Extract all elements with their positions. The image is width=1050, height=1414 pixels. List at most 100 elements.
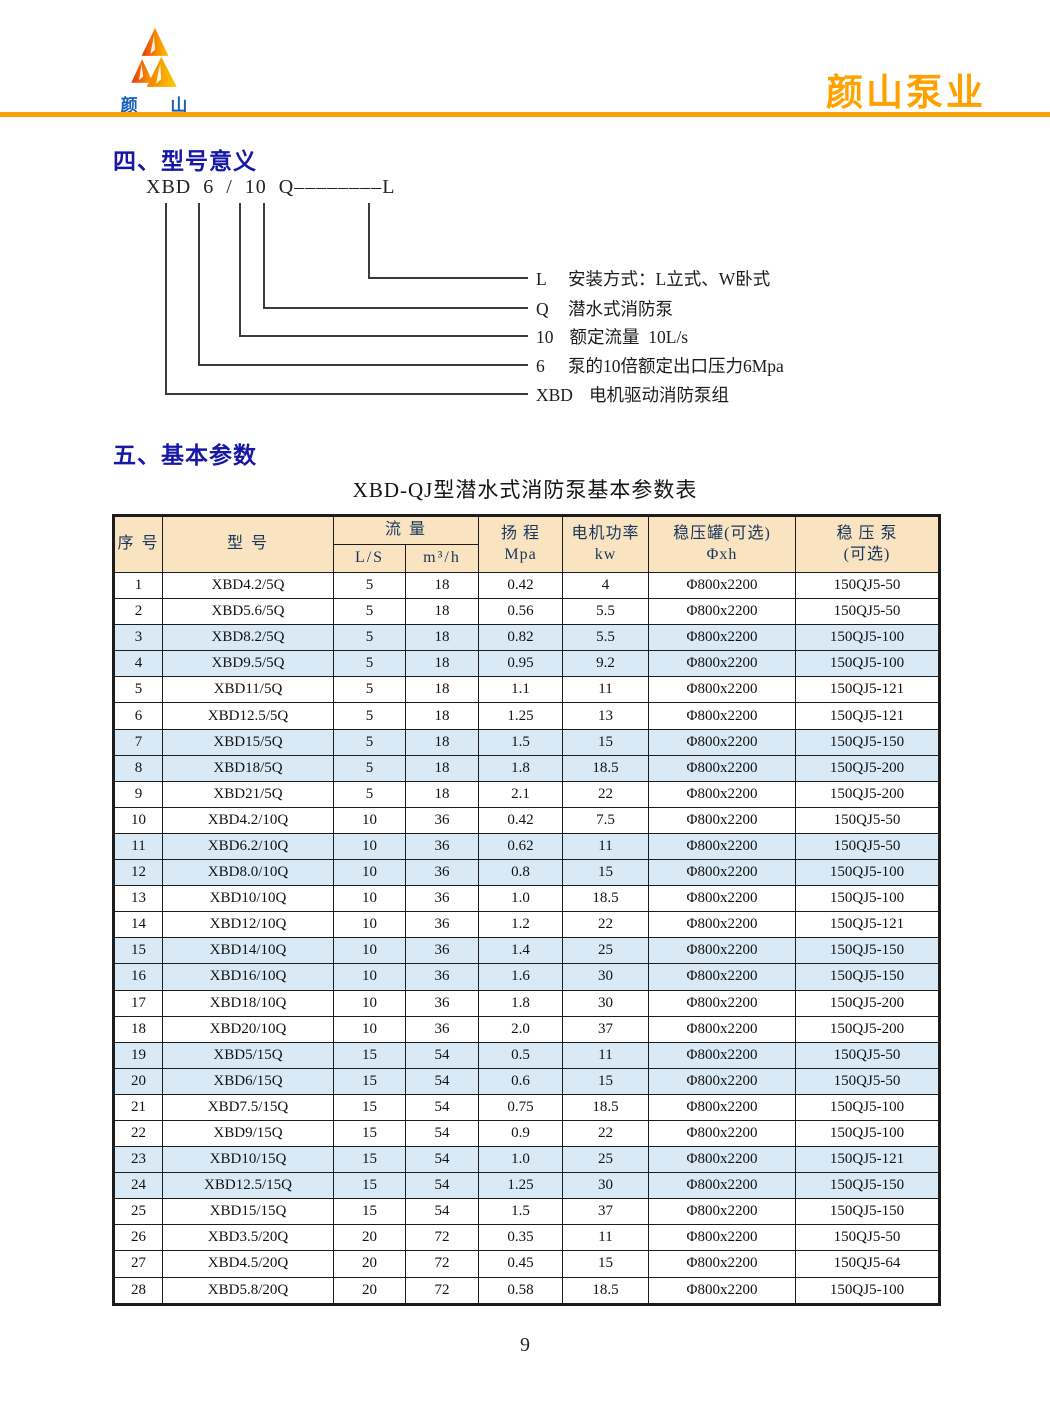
- table-cell-no: 10: [113, 806, 163, 834]
- col-header-power: 电机功率 kw: [562, 515, 650, 573]
- table-cell-m3h: 36: [404, 937, 480, 965]
- table-cell-no: 2: [113, 598, 163, 626]
- table-cell-tank: Φ800x2200: [648, 650, 797, 678]
- col-header-power-line2: kw: [594, 545, 617, 563]
- col-header-tank: 稳压罐(可选) Φxh: [648, 515, 797, 573]
- table-cell-m3h: 72: [404, 1276, 480, 1305]
- table-cell-mpa: 1.0: [478, 1146, 564, 1174]
- table-cell-mpa: 1.1: [478, 676, 564, 704]
- table-cell-m3h: 18: [404, 650, 480, 678]
- table-cell-ls: 10: [333, 1015, 406, 1043]
- table-cell-ls: 10: [333, 911, 406, 939]
- table-cell-mpa: 1.5: [478, 728, 564, 756]
- table-cell-tank: Φ800x2200: [648, 963, 797, 991]
- table-cell-tank: Φ800x2200: [648, 806, 797, 834]
- col-header-model: 型 号: [162, 515, 334, 573]
- table-cell-m3h: 18: [404, 780, 480, 808]
- table-cell-tank: Φ800x2200: [648, 911, 797, 939]
- table-cell-kw: 22: [562, 911, 650, 939]
- table-cell-no: 19: [113, 1041, 163, 1069]
- table-cell-pump: 150QJ5-50: [795, 571, 941, 600]
- table-cell-ls: 5: [333, 676, 406, 704]
- table-row: 19 XBD5/15Q 15 54 0.5 11 Φ800x2200 150QJ5-50: [113, 1041, 941, 1069]
- table-cell-ls: 15: [333, 1172, 406, 1200]
- table-row: 11 XBD6.2/10Q 10 36 0.62 11 Φ800x2200 150QJ5-50: [113, 832, 941, 861]
- table-cell-kw: 15: [562, 728, 650, 756]
- diagram-vertical-line: [165, 203, 167, 393]
- table-cell-no: 7: [113, 728, 163, 756]
- table-cell-ls: 20: [333, 1276, 406, 1305]
- table-cell-mpa: 1.5: [478, 1198, 564, 1226]
- table-cell-pump: 150QJ5-50: [795, 1041, 941, 1069]
- table-title: XBD-QJ型潜水式消防泵基本参数表: [352, 478, 698, 502]
- table-cell-kw: 30: [562, 1172, 650, 1200]
- table-cell-tank: Φ800x2200: [648, 702, 797, 730]
- table-cell-mpa: 0.58: [478, 1276, 564, 1305]
- table-cell-no: 9: [113, 780, 163, 808]
- col-header-head-line2: Mpa: [504, 545, 537, 563]
- table-row: 2 XBD5.6/5Q 5 18 0.56 5.5 Φ800x2200 150QJ5-50: [113, 598, 941, 626]
- table-cell-tank: Φ800x2200: [648, 1250, 797, 1278]
- table-cell-model: XBD11/5Q: [162, 676, 334, 704]
- table-cell-pump: 150QJ5-200: [795, 754, 941, 782]
- table-cell-kw: 9.2: [562, 650, 650, 678]
- table-row: 14 XBD12/10Q 10 36 1.2 22 Φ800x2200 150QJ5-121: [113, 911, 941, 939]
- table-cell-tank: Φ800x2200: [648, 937, 797, 965]
- diagram-horizontal-line: [239, 335, 528, 337]
- model-code-diagram: XBD 6 / 10 Q––––––––L L 安装方式：L立式、W卧式 Q 潜水式消…: [0, 170, 1050, 420]
- col-header-head-line1: 扬 程: [501, 524, 541, 542]
- table-cell-tank: Φ800x2200: [648, 1015, 797, 1043]
- table-cell-no: 5: [113, 676, 163, 704]
- table-cell-tank: Φ800x2200: [648, 832, 797, 861]
- diagram-horizontal-line: [368, 277, 528, 279]
- table-cell-mpa: 1.4: [478, 937, 564, 965]
- table-row: 13 XBD10/10Q 10 36 1.0 18.5 Φ800x2200 150QJ5-10…: [113, 885, 941, 913]
- table-cell-m3h: 36: [404, 1015, 480, 1043]
- table-cell-no: 22: [113, 1119, 163, 1148]
- table-cell-kw: 11: [562, 676, 650, 704]
- table-row: 18 XBD20/10Q 10 36 2.0 37 Φ800x2200 150QJ5-200: [113, 1015, 941, 1043]
- diagram-vertical-line: [198, 203, 200, 364]
- table-cell-m3h: 18: [404, 754, 480, 782]
- diagram-vertical-line: [368, 203, 370, 277]
- table-cell-mpa: 0.5: [478, 1041, 564, 1069]
- legend-code: XBD: [536, 385, 573, 405]
- table-cell-ls: 15: [333, 1041, 406, 1069]
- table-cell-ls: 5: [333, 598, 406, 626]
- table-cell-ls: 20: [333, 1224, 406, 1252]
- table-cell-kw: 11: [562, 1041, 650, 1069]
- table-cell-m3h: 36: [404, 885, 480, 913]
- table-row: 15 XBD14/10Q 10 36 1.4 25 Φ800x2200 150QJ5-150: [113, 937, 941, 965]
- table-cell-mpa: 1.6: [478, 963, 564, 991]
- table-row: 28 XBD5.8/20Q 20 72 0.58 18.5 Φ800x2200 150QJ5-…: [113, 1276, 941, 1305]
- table-cell-model: XBD6.2/10Q: [162, 832, 334, 861]
- table-cell-model: XBD10/10Q: [162, 885, 334, 913]
- table-cell-mpa: 1.8: [478, 989, 564, 1017]
- table-cell-no: 24: [113, 1172, 163, 1200]
- table-row: 7 XBD15/5Q 5 18 1.5 15 Φ800x2200 150QJ5-150: [113, 728, 941, 756]
- table-cell-no: 25: [113, 1198, 163, 1226]
- table-cell-tank: Φ800x2200: [648, 571, 797, 600]
- table-cell-mpa: 0.82: [478, 624, 564, 652]
- table-row: 23 XBD10/15Q 15 54 1.0 25 Φ800x2200 150QJ5-121: [113, 1146, 941, 1174]
- table-cell-m3h: 36: [404, 806, 480, 834]
- table-cell-ls: 5: [333, 754, 406, 782]
- table-cell-model: XBD10/15Q: [162, 1146, 334, 1174]
- table-cell-kw: 22: [562, 1119, 650, 1148]
- table-cell-kw: 30: [562, 963, 650, 991]
- table-cell-pump: 150QJ5-100: [795, 624, 941, 652]
- table-cell-tank: Φ800x2200: [648, 989, 797, 1017]
- table-cell-model: XBD12.5/15Q: [162, 1172, 334, 1200]
- table-row: 3 XBD8.2/5Q 5 18 0.82 5.5 Φ800x2200 150QJ5-100: [113, 624, 941, 652]
- table-cell-ls: 10: [333, 963, 406, 991]
- table-cell-kw: 11: [562, 832, 650, 861]
- table-cell-mpa: 1.25: [478, 1172, 564, 1200]
- table-cell-kw: 25: [562, 1146, 650, 1174]
- table-cell-tank: Φ800x2200: [648, 1172, 797, 1200]
- page-number: 9: [520, 1334, 530, 1356]
- table-cell-mpa: 0.8: [478, 859, 564, 887]
- table-cell-model: XBD9.5/5Q: [162, 650, 334, 678]
- table-cell-ls: 5: [333, 650, 406, 678]
- logo-triangles-icon: [131, 28, 177, 87]
- table-cell-m3h: 54: [404, 1146, 480, 1174]
